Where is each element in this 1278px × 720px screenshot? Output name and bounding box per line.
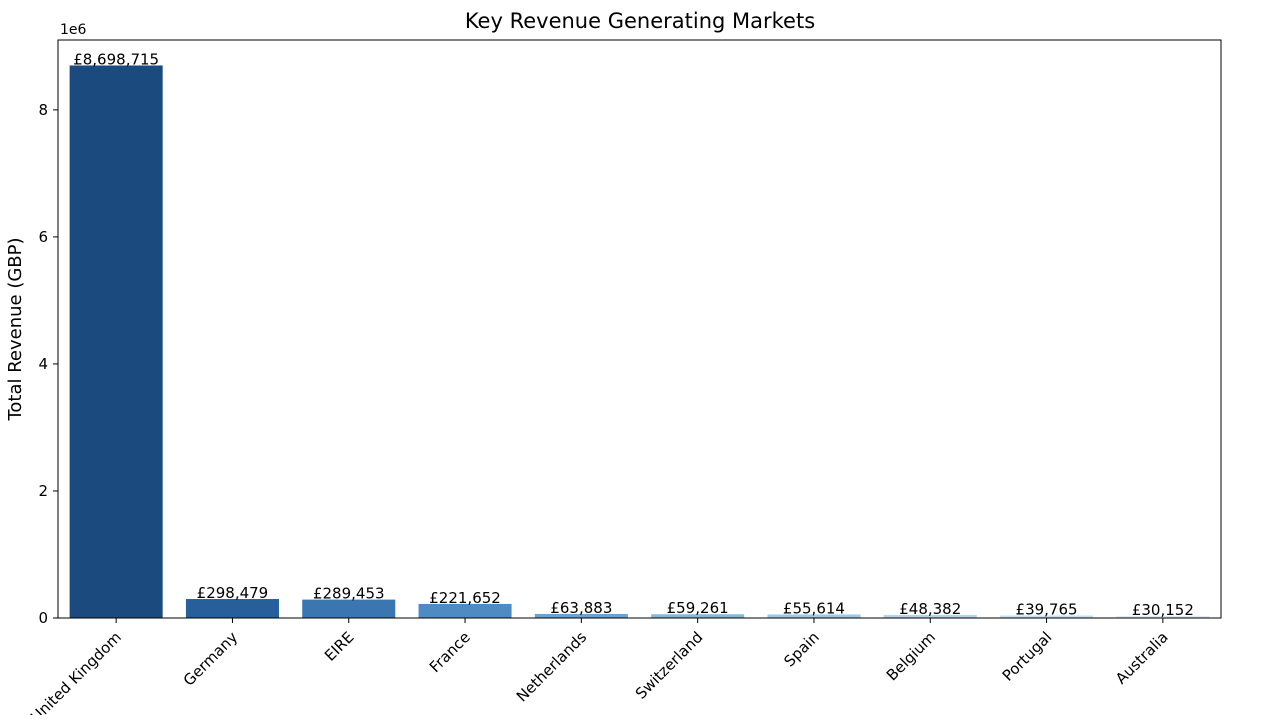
value-label: £59,261 bbox=[667, 599, 729, 617]
value-label: £289,453 bbox=[313, 585, 385, 603]
value-label: £39,765 bbox=[1016, 600, 1078, 618]
value-label: £30,152 bbox=[1132, 601, 1194, 619]
value-label: £8,698,715 bbox=[73, 50, 159, 68]
value-label: £55,614 bbox=[783, 599, 845, 617]
x-tick-label: Switzerland bbox=[632, 628, 707, 703]
y-tick-label: 4 bbox=[38, 355, 48, 373]
x-tick-label: Spain bbox=[780, 628, 822, 670]
x-tick-label: United Kingdom bbox=[27, 628, 125, 715]
y-tick-label: 2 bbox=[38, 482, 48, 500]
bar-eire bbox=[302, 599, 396, 618]
y-axis-label: Total Revenue (GBP) bbox=[5, 237, 26, 421]
bar-australia bbox=[1116, 616, 1210, 618]
value-label: £48,382 bbox=[899, 600, 961, 618]
bar-switzerland bbox=[651, 614, 745, 618]
bar-netherlands bbox=[534, 613, 628, 618]
x-tick-label: Australia bbox=[1112, 628, 1172, 688]
value-label: £63,883 bbox=[550, 599, 612, 617]
plot-frame bbox=[57, 39, 1222, 619]
bar-france bbox=[418, 603, 512, 618]
bar-portugal bbox=[1000, 615, 1094, 618]
bar-spain bbox=[767, 614, 861, 618]
x-tick-label: Portugal bbox=[999, 628, 1056, 685]
bar-germany bbox=[185, 599, 279, 618]
x-tick-label: Belgium bbox=[883, 628, 939, 684]
bar-belgium bbox=[883, 614, 977, 618]
y-axis-offset-label: 1e6 bbox=[60, 22, 87, 38]
chart-title: Key Revenue Generating Markets bbox=[465, 9, 815, 33]
y-tick-label: 8 bbox=[38, 101, 48, 119]
x-tick-label: EIRE bbox=[321, 628, 358, 665]
bar-united-kingdom bbox=[69, 65, 163, 619]
x-tick-label: France bbox=[426, 628, 474, 676]
x-tick-label: Netherlands bbox=[513, 628, 591, 706]
value-label: £221,652 bbox=[429, 589, 501, 607]
y-tick-label: 0 bbox=[38, 609, 48, 627]
bars-layer bbox=[69, 65, 1210, 619]
x-tick-label: Germany bbox=[180, 628, 242, 690]
value-labels-layer: £8,698,715 £298,479 £289,453 £221,652 £63,88… bbox=[73, 50, 1194, 619]
value-label: £298,479 bbox=[197, 584, 269, 602]
y-tick-label: 6 bbox=[38, 228, 48, 246]
